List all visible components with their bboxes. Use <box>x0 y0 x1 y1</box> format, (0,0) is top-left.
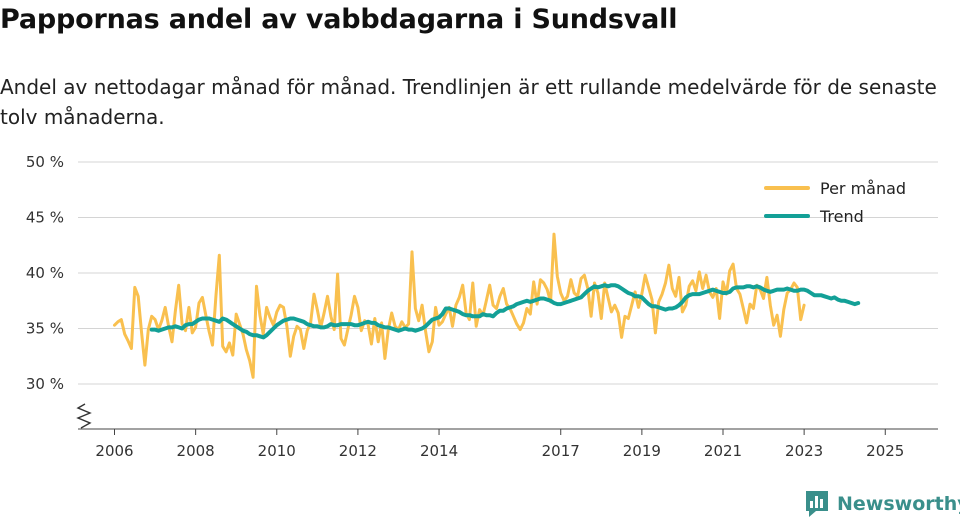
chart-subtitle: Andel av nettodagar månad för månad. Tre… <box>0 75 937 129</box>
x-tick-label: 2008 <box>177 442 215 460</box>
x-tick-label: 2025 <box>866 442 904 460</box>
legend: Per månad Trend <box>764 179 906 226</box>
y-tick-label: 30 % <box>26 375 64 393</box>
x-tick-label: 2012 <box>339 442 377 460</box>
legend-label-trend: Trend <box>819 207 864 226</box>
axis-break-icon <box>76 403 92 429</box>
x-tick-label: 2010 <box>258 442 296 460</box>
x-tick-label: 2006 <box>95 442 133 460</box>
bar-chart-speech-icon <box>806 491 828 517</box>
x-tick-label: 2023 <box>785 442 823 460</box>
x-tick-label: 2017 <box>542 442 580 460</box>
y-tick-label: 45 % <box>26 209 64 227</box>
y-tick-label: 35 % <box>26 320 64 338</box>
x-tick-label: 2019 <box>623 442 661 460</box>
y-tick-label: 50 % <box>26 153 64 171</box>
series-line-per-manad <box>113 232 806 379</box>
y-tick-label: 40 % <box>26 264 64 282</box>
brand-logo[interactable]: Newsworthy <box>804 489 960 519</box>
legend-label-per-manad: Per månad <box>820 179 906 198</box>
series-line-trend <box>149 283 861 340</box>
x-tick-label: 2021 <box>704 442 742 460</box>
brand-name: Newsworthy <box>837 493 960 515</box>
chart-title: Pappornas andel av vabbdagarna i Sundsva… <box>0 4 678 35</box>
x-tick-label: 2014 <box>420 442 458 460</box>
